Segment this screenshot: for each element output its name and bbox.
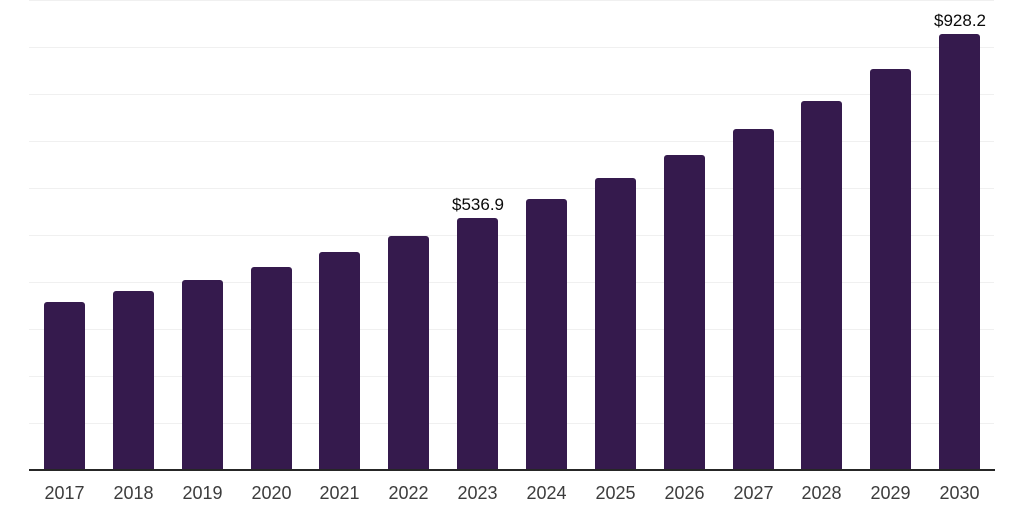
gridline-400	[29, 282, 994, 283]
x-tick-2028: 2028	[801, 483, 842, 503]
x-tick-2025: 2025	[595, 483, 636, 503]
x-tick-2020: 2020	[251, 483, 292, 503]
bar-2024	[526, 199, 567, 470]
bar-2029	[870, 68, 911, 470]
x-tick-2021: 2021	[319, 483, 360, 503]
gridline-100	[29, 423, 994, 424]
x-tick-2022: 2022	[388, 483, 429, 503]
x-tick-2026: 2026	[664, 483, 705, 503]
bar-2030	[939, 33, 980, 470]
gridline-1000	[29, 0, 994, 1]
x-tick-2017: 2017	[44, 483, 85, 503]
x-tick-2029: 2029	[870, 483, 911, 503]
gridline-500	[29, 235, 994, 236]
gridline-300	[29, 329, 994, 330]
x-tick-2030: 2030	[939, 483, 980, 503]
x-axis-line	[29, 469, 995, 471]
gridline-600	[29, 188, 994, 189]
bar-2026	[664, 155, 705, 470]
x-tick-2018: 2018	[113, 483, 154, 503]
gridline-700	[29, 141, 994, 142]
x-tick-2024: 2024	[526, 483, 567, 503]
x-tick-2027: 2027	[733, 483, 774, 503]
bar-2022	[388, 236, 429, 470]
gridline-800	[29, 94, 994, 95]
x-tick-2019: 2019	[182, 483, 223, 503]
bar-2023	[457, 217, 498, 470]
value-label-2023: $536.9	[452, 194, 504, 214]
gridline-900	[29, 47, 994, 48]
bar-2025	[595, 178, 636, 470]
bar-2020	[251, 266, 292, 470]
x-tick-2023: 2023	[457, 483, 498, 503]
bar-2018	[113, 291, 154, 470]
bar-2028	[801, 100, 842, 470]
gridline-200	[29, 376, 994, 377]
bar-2017	[44, 302, 85, 470]
value-label-2030: $928.2	[934, 10, 986, 30]
bar-2021	[319, 251, 360, 470]
bar-2019	[182, 279, 223, 470]
bar-2027	[733, 128, 774, 470]
